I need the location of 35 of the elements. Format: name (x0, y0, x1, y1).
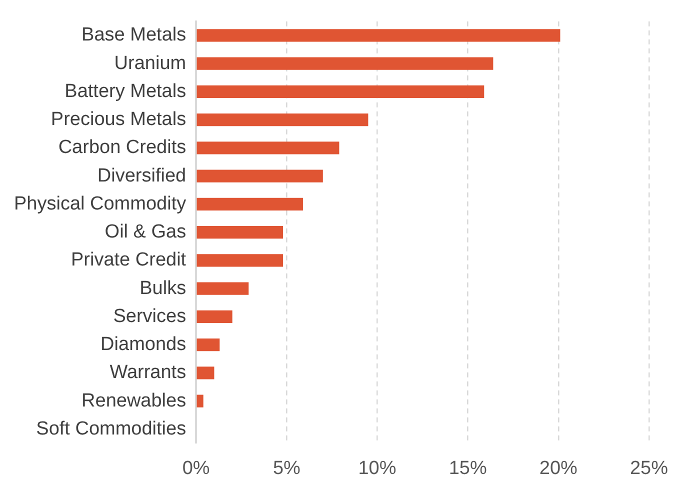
x-tick-label: 5% (272, 458, 301, 479)
bar (196, 254, 284, 267)
y-tick-label: Private Credit (70, 250, 187, 271)
bar (196, 142, 340, 154)
bar (196, 282, 249, 295)
y-tick-label: Soft Commodities (36, 418, 186, 440)
y-tick-label: Warrants (110, 362, 186, 384)
bar (196, 198, 303, 211)
x-tick-label: 10% (358, 458, 396, 479)
bar (196, 113, 368, 126)
bar (196, 29, 560, 42)
bar (196, 170, 323, 182)
bar (196, 310, 232, 323)
bar (196, 366, 214, 380)
y-tick-label: Uranium (114, 52, 186, 74)
bar (196, 57, 494, 70)
x-tick-label: 25% (630, 458, 668, 479)
bar (196, 226, 284, 239)
bar (196, 338, 220, 352)
y-tick-label: Diamonds (100, 334, 186, 356)
y-tick-label: Services (113, 306, 186, 327)
y-tick-label: Renewables (82, 390, 186, 412)
bar (196, 85, 484, 98)
y-tick-label: Battery Metals (64, 80, 186, 102)
x-tick-label: 15% (448, 458, 487, 479)
y-tick-label: Physical Commodity (14, 193, 187, 214)
y-tick-label: Bulks (140, 278, 186, 299)
bar (196, 394, 204, 408)
x-tick-label: 20% (539, 458, 578, 479)
y-tick-label: Diversified (97, 165, 186, 186)
y-tick-label: Precious Metals (50, 109, 186, 130)
y-tick-label: Base Metals (82, 24, 186, 46)
x-tick-label: 0% (182, 458, 210, 479)
y-tick-label: Oil & Gas (104, 222, 186, 243)
y-tick-label: Carbon Credits (58, 137, 186, 158)
